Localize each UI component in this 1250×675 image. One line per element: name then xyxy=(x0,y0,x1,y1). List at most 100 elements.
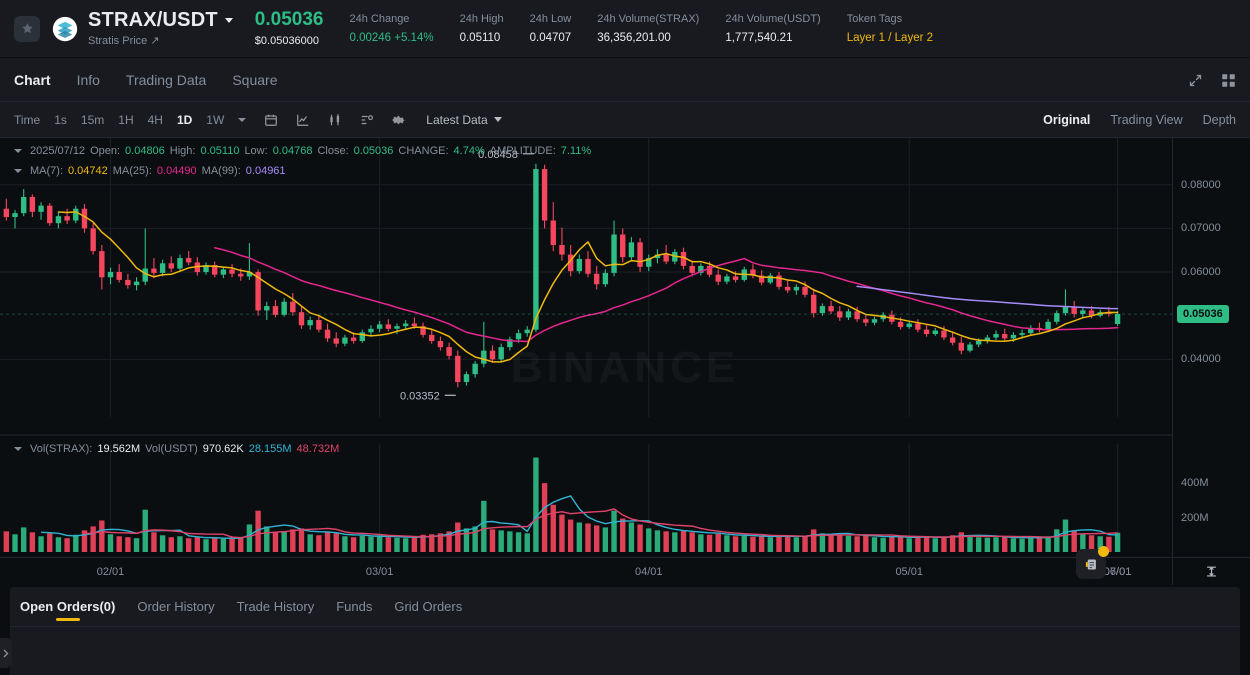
active-tab-underline xyxy=(55,617,80,621)
high-value: 0.05110 xyxy=(200,145,240,157)
timeframe-1w[interactable]: 1W xyxy=(206,112,225,127)
price-tick-label: 0.07000 xyxy=(1181,222,1221,235)
candlestick-icon[interactable] xyxy=(328,113,342,127)
calendar-icon[interactable] xyxy=(264,113,278,127)
stat-24h-high: 24h High 0.05110 xyxy=(460,13,504,44)
stat-label: 24h Volume(STRAX) xyxy=(597,12,700,25)
tab-info[interactable]: Info xyxy=(76,71,100,88)
stat-value: 0.04707 xyxy=(529,32,572,45)
stat-24h-volume-quote: 24h Volume(USDT) 1,777,540.21 xyxy=(725,13,820,44)
timeframe-4h[interactable]: 4H xyxy=(147,112,163,127)
vol-ma-long-value: 48.732M xyxy=(296,443,340,455)
volume-legend: Vol(STRAX): 19.562M Vol(USDT) 970.62K 28… xyxy=(14,443,339,455)
pair-subtitle[interactable]: Stratis Price ↗ xyxy=(88,35,160,47)
low-label: Low: xyxy=(244,145,268,157)
time-axis[interactable]: 02/01 03/01 04/01 05/01 06/01 07/01 xyxy=(0,557,1172,585)
collapse-caret-icon[interactable] xyxy=(14,447,22,451)
price-tick-label: 0.06000 xyxy=(1181,266,1221,279)
tab-open-orders[interactable]: Open Orders(0) xyxy=(20,587,115,627)
layout-grid-icon[interactable] xyxy=(1221,73,1236,88)
tab-order-history[interactable]: Order History xyxy=(137,598,215,614)
vol-base-value: 19.562M xyxy=(97,443,141,455)
tab-grid-orders[interactable]: Grid Orders xyxy=(394,598,463,614)
timeframe-1s[interactable]: 1s xyxy=(54,112,67,127)
mode-original[interactable]: Original xyxy=(1043,113,1091,127)
mode-depth[interactable]: Depth xyxy=(1202,113,1236,127)
section-right-icons xyxy=(1188,58,1236,102)
latest-data-label: Latest Data xyxy=(426,112,488,127)
time-tick-label: 04/01 xyxy=(635,566,663,578)
amplitude-label: AMPLITUDE: xyxy=(489,145,556,157)
volume-tick-label: 400M xyxy=(1181,477,1209,490)
fit-scale-icon xyxy=(1207,566,1216,577)
favorite-star-button[interactable] xyxy=(14,15,40,42)
announcement-badge-button[interactable] xyxy=(1076,546,1109,579)
orders-panel: Open Orders(0) Order History Trade Histo… xyxy=(0,587,1250,675)
ohlc-legend: 2025/07/12 Open: 0.04806 High: 0.05110 L… xyxy=(14,145,591,157)
ma25-label: MA(25): xyxy=(112,165,152,177)
notification-dot-icon xyxy=(1098,546,1109,557)
current-price-badge: 0.05036 xyxy=(1177,305,1229,324)
timeframe-1d[interactable]: 1D xyxy=(176,112,193,127)
candlestick-plot[interactable]: 0.08458 0.03352 xyxy=(0,138,1172,585)
pair-dropdown-caret-icon[interactable] xyxy=(224,18,233,23)
tab-chart[interactable]: Chart xyxy=(14,71,51,88)
stat-value: 0.05110 xyxy=(459,32,501,45)
chevron-down-icon xyxy=(493,117,502,122)
indicators-icon[interactable] xyxy=(360,113,374,127)
stat-value: 36,356,201.00 xyxy=(597,32,671,45)
timeframe-15m[interactable]: 15m xyxy=(80,112,105,127)
stat-24h-change: 24h Change 0.00246 +5.14% xyxy=(349,13,433,44)
settings-gear-icon[interactable] xyxy=(392,113,406,127)
token-tags-value[interactable]: Layer 1 / Layer 2 xyxy=(846,32,934,45)
collapse-caret-icon[interactable] xyxy=(14,149,22,153)
chevron-down-icon[interactable] xyxy=(238,117,247,122)
ma7-label: MA(7): xyxy=(30,165,63,177)
vol-quote-value: 970.62K xyxy=(202,443,244,455)
reset-scale-button[interactable] xyxy=(1172,557,1250,585)
ma99-value: 0.04961 xyxy=(245,165,286,177)
sidebar-collapse-handle[interactable] xyxy=(0,638,12,668)
change-value: 4.74% xyxy=(453,145,485,157)
close-value: 0.05036 xyxy=(353,145,394,157)
line-chart-icon[interactable] xyxy=(296,113,310,127)
tab-funds[interactable]: Funds xyxy=(336,598,373,614)
pair-name[interactable]: STRAX/USDT xyxy=(88,9,218,31)
chart-area[interactable]: BINANCE 2025/07/12 Open: 0.04806 High: 0… xyxy=(0,138,1250,668)
tab-trading-data[interactable]: Trading Data xyxy=(125,71,207,88)
time-tick-label: 02/01 xyxy=(96,566,125,578)
stat-value: 1,777,540.21 xyxy=(725,32,793,45)
vol-base-label: Vol(STRAX): xyxy=(30,443,93,455)
last-price: 0.05036 xyxy=(254,9,324,31)
section-tabbar: Chart Info Trading Data Square xyxy=(0,58,1250,102)
tab-trade-history[interactable]: Trade History xyxy=(236,598,315,614)
collapse-caret-icon[interactable] xyxy=(14,169,22,173)
last-price-usd: $0.05036000 xyxy=(254,34,320,47)
chevron-right-icon xyxy=(3,649,9,657)
ma25-value: 0.04490 xyxy=(156,165,197,177)
svg-text:0.03352: 0.03352 xyxy=(400,390,440,402)
volume-tick-label: 200M xyxy=(1181,511,1209,524)
open-label: Open: xyxy=(90,145,121,157)
time-tick-label: 03/01 xyxy=(365,566,394,578)
close-label: Close: xyxy=(317,145,349,157)
vol-ma-short-value: 28.155M xyxy=(248,443,292,455)
svg-text:0.08458: 0.08458 xyxy=(478,149,518,161)
timeframe-1h[interactable]: 1H xyxy=(118,112,134,127)
news-icon xyxy=(1085,559,1096,569)
time-tick-label: 05/01 xyxy=(895,566,923,578)
mode-trading-view[interactable]: Trading View xyxy=(1110,113,1183,127)
price-axis[interactable]: 0.08000 0.07000 0.06000 0.04000 0.05036 400M 2… xyxy=(1172,138,1250,585)
stratis-logo-icon xyxy=(52,16,78,41)
ohlc-date: 2025/07/12 xyxy=(30,145,86,157)
chart-mode-switch: Original Trading View Depth xyxy=(1043,102,1236,138)
change-label: CHANGE: xyxy=(398,145,449,157)
stat-token-tags: Token Tags Layer 1 / Layer 2 xyxy=(847,13,933,44)
latest-data-dropdown[interactable]: Latest Data xyxy=(426,112,502,127)
tab-square[interactable]: Square xyxy=(232,71,278,88)
chart-toolbar: Time 1s 15m 1H 4H 1D 1W xyxy=(0,102,1250,138)
time-tick-label: 06/01 xyxy=(1103,566,1132,578)
expand-icon[interactable] xyxy=(1188,73,1203,88)
tab-label: Open Orders(0) xyxy=(20,598,116,614)
